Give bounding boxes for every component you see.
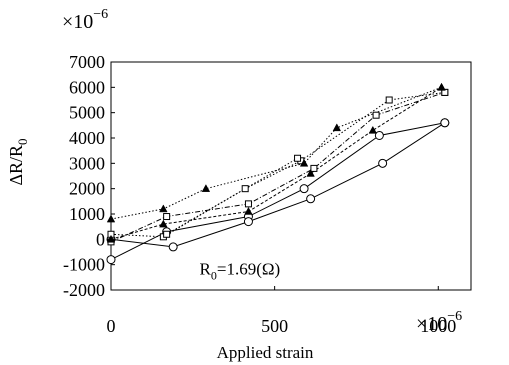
series-6-point	[306, 168, 315, 177]
y-tick-label: 0	[96, 229, 105, 249]
series-4-point	[385, 96, 393, 104]
series-1-point	[106, 255, 116, 265]
series-2-point	[440, 118, 450, 128]
y-tick-label: -2000	[63, 280, 105, 300]
series-2-point	[306, 194, 316, 204]
x-tick-label: 1000	[420, 316, 456, 336]
series-2-point	[378, 158, 388, 168]
series-7-line	[110, 86, 442, 220]
plot-area	[110, 61, 472, 291]
y-tick-label: -1000	[63, 255, 105, 275]
series-6-point	[368, 125, 378, 134]
marker-layer	[106, 82, 450, 265]
series-7-point	[159, 204, 168, 213]
x-multiplier: ×10−6	[416, 309, 462, 335]
y-multiplier: ×10−6	[62, 7, 108, 33]
y-tick-label: 5000	[69, 103, 105, 123]
series-6-point	[159, 219, 168, 228]
x-tick-label: 500	[261, 316, 288, 336]
y-axis-label: ΔR/R0	[6, 138, 30, 185]
series-2-line	[110, 122, 446, 248]
series-5-point	[163, 230, 171, 238]
resistance-annotation: R0=1.69(Ω)	[200, 260, 281, 283]
series-1-point	[299, 184, 309, 194]
plot-frame	[110, 61, 472, 291]
series-5-line	[166, 157, 298, 235]
series-3-point	[310, 164, 318, 172]
series-1-point	[374, 130, 384, 140]
series-3-point	[163, 213, 171, 221]
y-tick-label: 7000	[69, 52, 105, 72]
y-axis-label-subscript: 0	[15, 138, 30, 145]
x-multiplier-base: ×10	[416, 313, 447, 335]
series-3-point	[372, 111, 380, 119]
series-6-point	[244, 206, 253, 215]
annotation-prefix: R	[200, 260, 212, 279]
series-4-line	[110, 91, 445, 238]
y-multiplier-exponent: −6	[93, 7, 108, 22]
series-4-point	[241, 185, 249, 193]
y-tick-label: 4000	[69, 128, 105, 148]
series-6-line	[110, 86, 442, 240]
x-multiplier-exponent: −6	[447, 309, 462, 324]
y-tick-label: 3000	[69, 153, 105, 173]
annotation-subscript: 0	[211, 269, 217, 283]
series-6-point	[106, 234, 116, 243]
x-axis-label: Applied strain	[217, 343, 314, 362]
series-layer	[110, 86, 446, 261]
series-7-point	[332, 123, 342, 132]
annotation-suffix: =1.69(Ω)	[217, 260, 280, 279]
series-7-point	[106, 214, 116, 223]
series-7-point	[437, 82, 446, 91]
y-axis-label-main: ΔR/R	[6, 145, 26, 186]
y-tick-label: 6000	[69, 77, 105, 97]
y-tick-label: 2000	[69, 179, 105, 199]
series-3-point	[244, 200, 252, 208]
y-multiplier-base: ×10	[62, 11, 93, 33]
x-tick-label: 0	[107, 316, 116, 336]
series-7-point	[299, 158, 309, 167]
series-2-point	[168, 242, 178, 252]
axis-ticks: -2000-1000010002000300040005000600070000…	[63, 52, 456, 336]
series-7-point	[201, 184, 211, 192]
y-tick-label: 1000	[69, 204, 105, 224]
series-2-point	[243, 217, 253, 227]
series-3-line	[110, 91, 445, 243]
series-5-point	[294, 154, 302, 162]
